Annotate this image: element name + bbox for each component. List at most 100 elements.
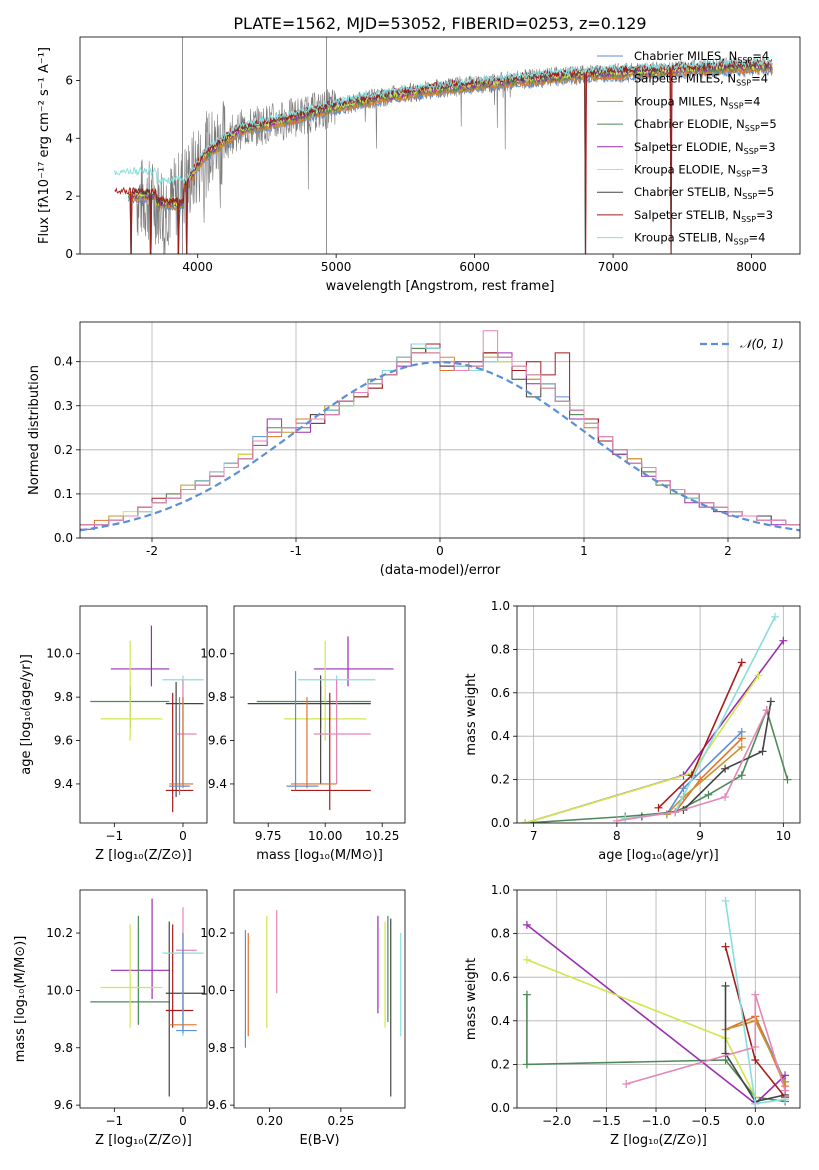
y-tick-label: 10.0 [200,647,227,661]
x-tick-label: 7000 [598,260,629,274]
legend: Chabrier MILES, NSSP=4 Salpeter MILES, NS… [597,49,777,247]
x-tick-label: −1 [105,1114,123,1128]
plot-area [244,910,402,1097]
plot-area [80,322,800,538]
plot-area [90,898,204,1097]
axes-frame [79,605,208,824]
x-axis-label: age [log₁₀(age/yr)] [598,848,719,863]
x-axis-label: Z [log₁₀(Z/Z⊙)] [610,1133,707,1148]
model-spectrum [128,62,773,254]
plot-area [517,890,800,1108]
x-tick-label: 4000 [182,260,213,274]
y-tick-label: 9.8 [208,1041,227,1055]
axes-frame [79,36,801,255]
y-axis-label: Normed distribution [27,365,42,495]
y-tick-label: 0.8 [491,927,510,941]
y-tick-label: 0.2 [54,443,73,457]
weight-series [525,707,789,823]
panel-mass-weight-vs-age: 7 8 9 10 0.0 0.2 0.4 0.6 0.8 1.0 age [log₁₀(age/yr… [464,599,801,863]
axes-frame [233,605,406,824]
legend-label: Chabrier ELODIE, NSSP=5 [634,117,777,133]
y-tick-label: 9.6 [54,1098,73,1112]
x-tick-label: 10 [776,829,791,843]
x-tick-label: 8000 [736,260,767,274]
y-tick-label: 0.0 [491,1101,510,1115]
x-axis-label: Z [log₁₀(Z/Z⊙)] [95,848,192,863]
x-tick-label: 1 [580,544,588,558]
y-tick-label: 9.8 [54,690,73,704]
y-axis-label: mass weight [464,673,479,755]
panel-spectrum: 4000 5000 6000 7000 8000 0 2 4 6 wavelength [Angs… [37,36,801,294]
x-tick-label: 10.25 [365,829,399,843]
legend-label: Chabrier STELIB, NSSP=5 [634,185,774,201]
panel-mass-vs-Z: −1 0 9.6 9.8 10.0 10.2 Z [log₁₀(Z/Z⊙)] mass [lo… [13,889,208,1148]
y-tick-label: 0.6 [491,970,510,984]
figure-title: PLATE=1562, MJD=53052, FIBERID=0253, z=0… [233,14,646,33]
axes-frame [79,321,801,539]
legend-label: Kroupa MILES, NSSP=4 [634,94,760,110]
x-tick-label: 0 [179,1114,187,1128]
y-tick-label: 9.6 [54,734,73,748]
y-tick-label: 0.0 [491,816,510,830]
x-tick-label: 2 [724,544,732,558]
x-tick-label: −1 [105,829,123,843]
x-axis-label: (data-model)/error [380,563,501,578]
plot-area [247,636,394,810]
y-tick-label: 0.2 [491,1057,510,1071]
weight-series [724,985,786,1103]
y-tick-label: 0.4 [491,729,510,743]
x-axis-label: mass [log₁₀(M/M⊙)] [256,848,383,863]
legend-label: Salpeter STELIB, NSSP=3 [634,208,773,224]
legend-label: Chabrier MILES, NSSP=4 [634,49,769,65]
y-tick-label: 0 [65,247,73,261]
axes-frame [233,889,406,1109]
y-tick-label: 1.0 [491,883,510,897]
y-tick-label: 0.2 [491,773,510,787]
x-tick-label: 0.25 [328,1114,355,1128]
y-tick-label: 10.0 [200,983,227,997]
y-axis-label: mass weight [464,958,479,1040]
x-tick-label: 5000 [321,260,352,274]
panel-residual-histogram: -2 -1 0 1 2 0.0 0.1 0.2 0.3 0.4 (data-model)/error… [27,321,801,578]
legend-label: Salpeter ELODIE, NSSP=3 [634,140,776,156]
x-axis-label: wavelength [Angstrom, rest frame] [326,279,555,294]
y-tick-label: 6 [65,73,73,87]
y-tick-label: 4 [65,131,73,145]
y-tick-label: 0.1 [54,487,73,501]
weight-series [641,701,772,818]
x-tick-label: -1 [290,544,302,558]
axes-frame [79,889,208,1109]
y-tick-label: 10.0 [46,983,73,997]
y-tick-label: 0.8 [491,642,510,656]
y-tick-label: 0.0 [54,531,73,545]
y-tick-label: 2 [65,189,73,203]
y-tick-label: 10.0 [46,647,73,661]
y-tick-label: 9.4 [208,777,227,791]
y-tick-label: 0.6 [491,686,510,700]
x-tick-label: −1.0 [641,1114,670,1128]
y-axis-label: mass [log₁₀(M/M⊙)] [13,936,28,1063]
axes-frame [516,889,801,1109]
panel-age-vs-mass: 9.75 10.00 10.25 9.4 9.6 9.8 10.0 mass [log₁₀(M… [200,605,406,863]
model-spectrum [114,57,773,186]
y-tick-label: 9.8 [208,690,227,704]
y-tick-label: 0.4 [491,1014,510,1028]
legend-label: Kroupa STELIB, NSSP=4 [634,231,765,247]
x-tick-label: 8 [613,829,621,843]
x-tick-label: −1.5 [592,1114,621,1128]
x-tick-label: −0.5 [691,1114,720,1128]
panel-mass-vs-EBV: 0.20 0.25 9.6 9.8 10.0 10.2 E(B-V) [200,889,406,1148]
plot-area [114,37,773,254]
y-tick-label: 10.2 [200,926,227,940]
x-tick-label: 7 [530,829,538,843]
legend: 𝒩(0, 1) [700,337,784,351]
x-tick-label: -2 [146,544,158,558]
panel-age-vs-Z: −1 0 9.4 9.6 9.8 10.0 Z [log₁₀(Z/Z⊙)] age [log₁… [19,605,208,863]
y-tick-label: 9.4 [54,777,73,791]
y-tick-label: 0.3 [54,399,73,413]
y-tick-label: 1.0 [491,599,510,613]
gaussian-curve [80,360,800,532]
axes-frame [516,605,801,824]
histogram-series [80,330,800,526]
legend-label: Salpeter MILES, NSSP=4 [634,72,768,88]
